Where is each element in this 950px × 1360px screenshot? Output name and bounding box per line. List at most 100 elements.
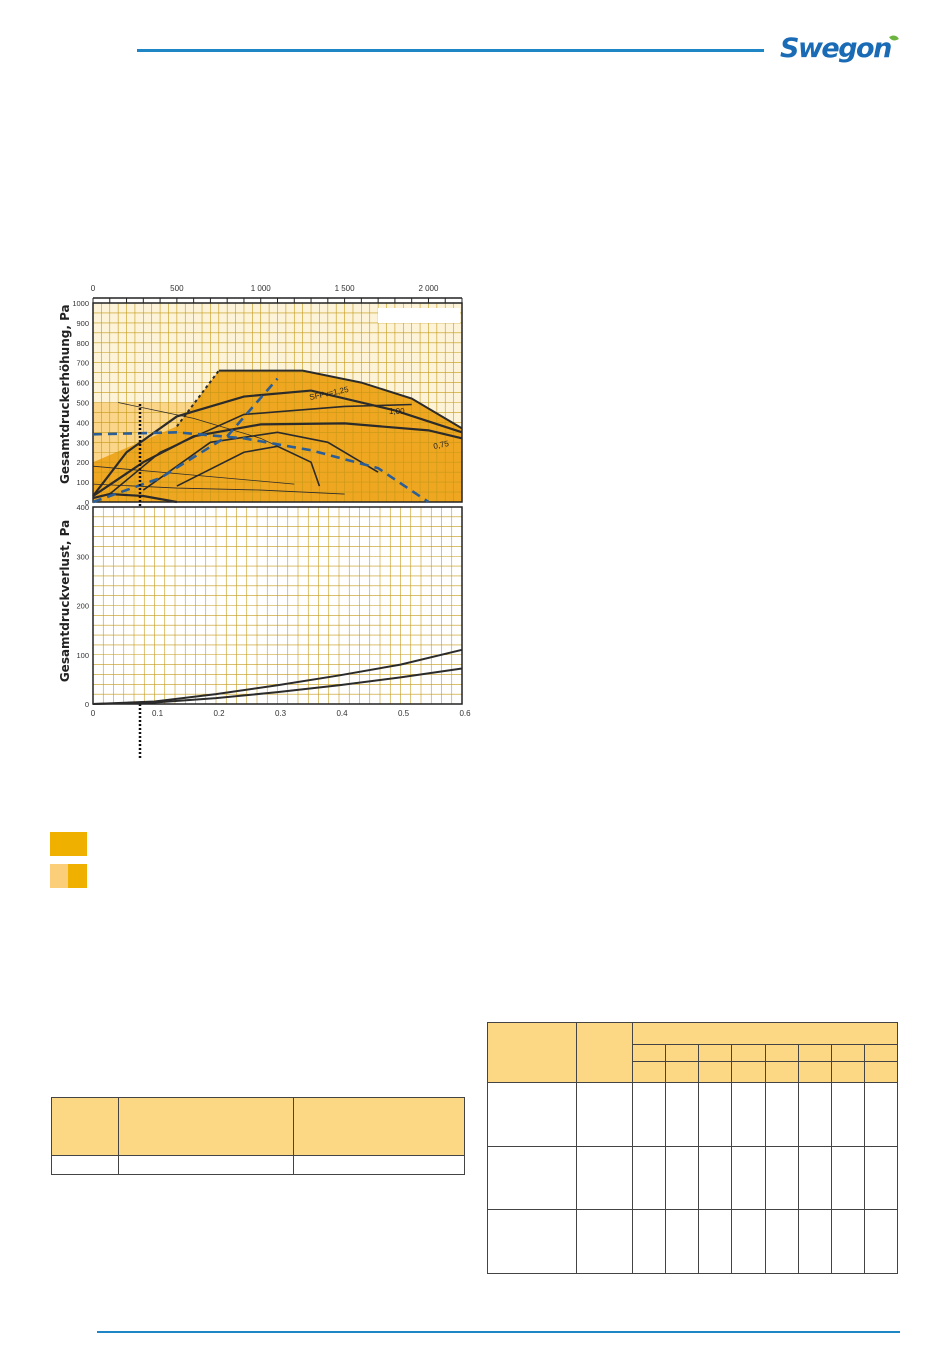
table-header-cell — [665, 1044, 700, 1063]
y-tick-label: 300 — [76, 552, 89, 561]
y-tick-label: 100 — [76, 478, 89, 487]
legend-swatch-light-part — [50, 864, 68, 888]
table-cell — [863, 1209, 899, 1274]
y-tick-label: 0 — [85, 700, 89, 709]
header-rule — [137, 49, 764, 52]
table-cell — [698, 1209, 733, 1274]
y-tick-label: 800 — [76, 339, 89, 348]
table-cell — [118, 1155, 294, 1175]
x-tick-label: 1 000 — [251, 284, 272, 293]
table-cell — [631, 1209, 667, 1274]
y-tick-label: 300 — [76, 438, 89, 447]
table-header-cell — [576, 1021, 633, 1084]
table-header-cell — [830, 1044, 865, 1063]
table-header-cell — [631, 1061, 667, 1084]
fan-curve — [142, 431, 379, 491]
table-header-cell — [764, 1044, 799, 1063]
table-cell — [797, 1082, 832, 1147]
y-tick-label: 1000 — [72, 299, 89, 308]
table-header-cell — [698, 1061, 733, 1084]
bottom-y-axis-label: Gesamtdruckverlust, Pa — [58, 519, 72, 683]
table-header-cell — [293, 1097, 465, 1156]
x-tick-label: 1 500 — [335, 284, 356, 293]
table-cell — [764, 1082, 799, 1147]
x-tick-label: 500 — [170, 284, 184, 293]
table-cell — [830, 1082, 865, 1147]
table-cell — [698, 1145, 733, 1211]
y-tick-label: 200 — [76, 602, 89, 611]
table-cell — [830, 1145, 865, 1211]
y-tick-label: 200 — [76, 458, 89, 467]
x-tick-label: 0.3 — [275, 709, 287, 718]
legend-swatch-operating-range — [50, 832, 87, 856]
table-header-cell — [797, 1061, 832, 1084]
table-cell — [293, 1155, 465, 1175]
top-y-axis-label: Gesamtdruckerhöhung, Pa — [58, 304, 72, 484]
fan-performance-chart: 0 500 1 000 1 500 2 000 0 100 200 300 400 500 600 70… — [72, 284, 471, 758]
y-tick-label: 500 — [76, 399, 89, 408]
table-cell — [863, 1082, 899, 1147]
y-tick-label: 400 — [76, 503, 89, 512]
table-header-cell — [51, 1097, 119, 1156]
table-cell — [797, 1145, 832, 1211]
y-tick-label: 600 — [76, 379, 89, 388]
table-header-cell — [698, 1044, 733, 1063]
left-data-table — [51, 1097, 465, 1175]
y-tick-label: 700 — [76, 359, 89, 368]
table-cell — [698, 1082, 733, 1147]
table-header-cell — [731, 1044, 766, 1063]
label-box — [378, 308, 460, 323]
table-header-cell — [632, 1021, 898, 1046]
table-cell — [576, 1145, 633, 1211]
fan-curve — [109, 403, 412, 495]
table-cell — [665, 1209, 700, 1274]
fan-curve — [92, 422, 463, 497]
table-cell — [797, 1209, 832, 1274]
pressure-rise-panel: 0 500 1 000 1 500 2 000 0 100 200 300 400 500 600 70… — [72, 284, 463, 758]
dashed-curve — [92, 431, 430, 504]
table-cell — [764, 1145, 799, 1211]
fan-curve — [92, 492, 178, 504]
table-cell — [487, 1082, 577, 1147]
table-header-cell — [830, 1061, 865, 1084]
table-cell — [631, 1082, 667, 1147]
pressure-loss-panel: 0 100 200 300 400 0 0.1 0.2 0.3 0.4 0.5 0.6 — [76, 503, 471, 718]
x-tick-label: 0.4 — [336, 709, 348, 718]
table-cell — [863, 1145, 899, 1211]
system-curve — [92, 465, 295, 485]
table-cell — [731, 1209, 766, 1274]
dashed-curve — [92, 377, 279, 504]
x-tick-label: 0.5 — [398, 709, 410, 718]
system-curve — [92, 483, 345, 495]
table-header-cell — [863, 1044, 899, 1063]
table-cell — [731, 1082, 766, 1147]
table-cell — [731, 1145, 766, 1211]
table-header-cell — [665, 1061, 700, 1084]
envelope-curve — [218, 369, 463, 430]
fan-curve — [92, 389, 463, 497]
table-cell — [487, 1145, 577, 1211]
x-tick-label: 0.2 — [213, 709, 225, 718]
right-data-table — [487, 1021, 899, 1274]
table-header-cell — [631, 1044, 667, 1063]
table-cell — [631, 1145, 667, 1211]
table-cell — [764, 1209, 799, 1274]
x-tick-label: 0.6 — [459, 709, 471, 718]
x-tick-label: 0 — [91, 284, 96, 293]
x-tick-label: 2 000 — [418, 284, 439, 293]
x-tick-label: 0.1 — [152, 709, 164, 718]
footer-rule — [97, 1331, 900, 1333]
table-cell — [576, 1082, 633, 1147]
pressure-loss-curve — [92, 667, 463, 705]
curve-annotation: 1,00 — [389, 407, 405, 416]
table-cell — [665, 1082, 700, 1147]
y-tick-label: 0 — [85, 498, 89, 507]
table-cell — [51, 1155, 119, 1175]
table-header-cell — [118, 1097, 294, 1156]
plot-frame — [92, 506, 463, 705]
fan-curve — [176, 445, 321, 487]
table-cell — [576, 1209, 633, 1274]
table-header-cell — [764, 1061, 799, 1084]
swegon-logo: Swegon — [780, 33, 892, 64]
table-cell — [487, 1209, 577, 1274]
